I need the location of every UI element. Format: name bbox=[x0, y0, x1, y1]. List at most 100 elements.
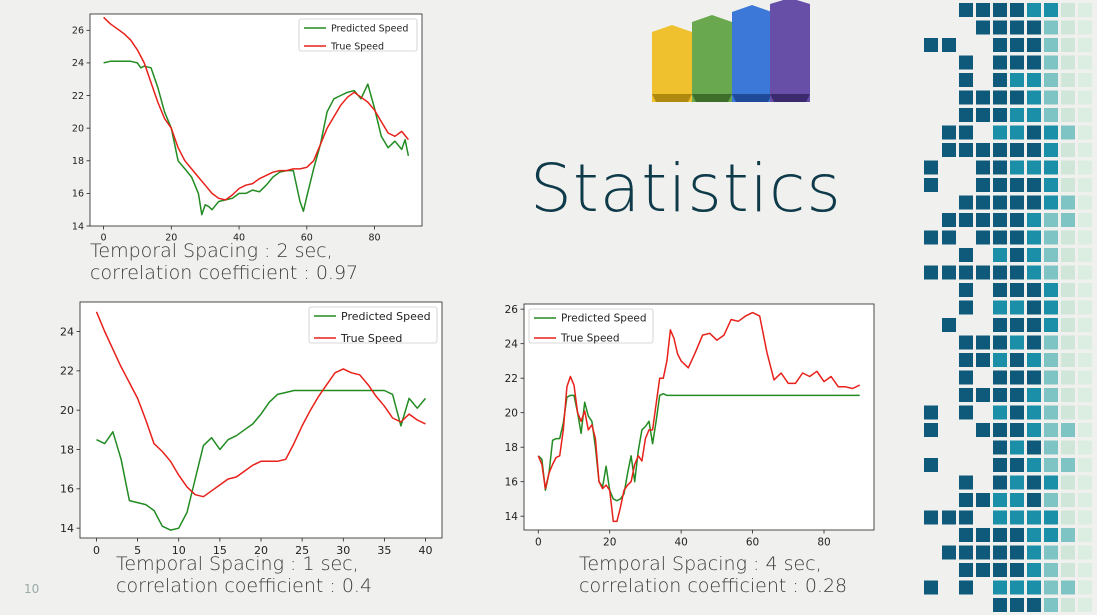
mosaic-tile bbox=[924, 423, 938, 437]
caption-4sec: Temporal Spacing : 4 sec, correlation co… bbox=[579, 553, 849, 597]
mosaic-tile bbox=[1061, 195, 1075, 210]
mosaic-tile bbox=[1044, 265, 1058, 280]
mosaic-tile bbox=[1044, 405, 1058, 420]
mosaic-tile bbox=[1061, 493, 1075, 507]
mosaic-tile bbox=[976, 178, 990, 192]
mosaic-tile bbox=[993, 510, 1007, 525]
mosaic-tile bbox=[1027, 265, 1041, 280]
y-tick-label: 18 bbox=[72, 156, 84, 167]
mosaic-tile bbox=[959, 108, 973, 122]
mosaic-tile bbox=[993, 475, 1007, 490]
legend: Predicted Speed True Speed bbox=[298, 18, 418, 52]
mosaic-tile bbox=[993, 230, 1007, 245]
mosaic-tile bbox=[1078, 405, 1092, 420]
mosaic-tile bbox=[942, 318, 956, 332]
mosaic-tile bbox=[1061, 388, 1075, 402]
mosaic-tile bbox=[1027, 493, 1041, 507]
mosaic-tile bbox=[1061, 458, 1075, 472]
mosaic-tile bbox=[1061, 300, 1075, 315]
y-tick-label: 22 bbox=[60, 365, 74, 378]
true-speed-line bbox=[537, 311, 861, 523]
bar-chart-logo-icon bbox=[652, 0, 810, 102]
mosaic-tile bbox=[1010, 160, 1024, 175]
mosaic-tile bbox=[1010, 405, 1024, 420]
mosaic-tile bbox=[1010, 388, 1024, 402]
mosaic-tile bbox=[942, 265, 956, 280]
x-tick-label: 10 bbox=[172, 544, 186, 557]
mosaic-tile bbox=[976, 3, 990, 17]
mosaic-tile bbox=[1027, 143, 1041, 157]
mosaic-tile bbox=[1078, 143, 1092, 157]
mosaic-tile bbox=[1010, 195, 1024, 210]
y-tick-label: 24 bbox=[60, 325, 74, 338]
mosaic-tile bbox=[959, 405, 973, 420]
mosaic-tile bbox=[1061, 143, 1075, 157]
mosaic-tile bbox=[1010, 493, 1024, 507]
mosaic-tile bbox=[1010, 353, 1024, 367]
mosaic-tile bbox=[1061, 90, 1075, 105]
mosaic-tile bbox=[1044, 55, 1058, 70]
mosaic-tile bbox=[1061, 335, 1075, 350]
mosaic-tile bbox=[993, 423, 1007, 437]
mosaic-tile bbox=[1078, 475, 1092, 490]
mosaic-tile bbox=[1061, 580, 1075, 595]
mosaic-tile bbox=[976, 493, 990, 507]
mosaic-tile bbox=[993, 125, 1007, 140]
mosaic-tile bbox=[1078, 230, 1092, 245]
mosaic-tile bbox=[993, 440, 1007, 455]
mosaic-tile bbox=[993, 143, 1007, 157]
mosaic-tile bbox=[1027, 20, 1041, 35]
chart-2sec: 0 20 40 60 80 14 16 18 20 22 24 26 Predicted Speed Tr… bbox=[60, 10, 430, 245]
mosaic-tile bbox=[976, 528, 990, 542]
caption-1sec-text: Temporal Spacing : 1 sec, correlation co… bbox=[116, 553, 373, 597]
mosaic-tile bbox=[959, 300, 973, 315]
mosaic-tile bbox=[976, 230, 990, 245]
mosaic-tile bbox=[1010, 528, 1024, 542]
x-tick-label: 80 bbox=[817, 537, 830, 549]
mosaic-tile bbox=[976, 388, 990, 402]
mosaic-tile bbox=[959, 580, 973, 595]
mosaic-tile bbox=[1010, 475, 1024, 490]
mosaic-tile bbox=[1027, 108, 1041, 122]
mosaic-tile bbox=[1027, 248, 1041, 262]
mosaic-tile bbox=[924, 405, 938, 420]
caption-1sec: Temporal Spacing : 1 sec, correlation co… bbox=[116, 553, 376, 597]
mosaic-tile bbox=[993, 248, 1007, 262]
mosaic-tile bbox=[1061, 108, 1075, 122]
mosaic-tile bbox=[1027, 475, 1041, 490]
predicted-speed-line bbox=[96, 389, 427, 531]
mosaic-tile bbox=[993, 300, 1007, 315]
mosaic-tile bbox=[1010, 458, 1024, 472]
mosaic-tile bbox=[976, 213, 990, 227]
mosaic-tile bbox=[1010, 335, 1024, 350]
mosaic-tile bbox=[959, 563, 973, 577]
mosaic-tile bbox=[959, 195, 973, 210]
mosaic-tile bbox=[1061, 38, 1075, 52]
y-tick-label: 16 bbox=[505, 476, 519, 488]
mosaic-tile bbox=[1078, 3, 1092, 17]
mosaic-tile bbox=[1061, 528, 1075, 542]
mosaic-tile bbox=[976, 90, 990, 105]
mosaic-tile bbox=[1044, 73, 1058, 87]
mosaic-tile bbox=[1044, 563, 1058, 577]
mosaic-tile bbox=[942, 230, 956, 245]
y-tick-label: 16 bbox=[72, 189, 84, 200]
mosaic-tile bbox=[1010, 55, 1024, 70]
mosaic-tile bbox=[993, 20, 1007, 35]
mosaic-tile bbox=[976, 20, 990, 35]
mosaic-tile bbox=[1027, 160, 1041, 175]
mosaic-tile bbox=[1027, 353, 1041, 367]
mosaic-tile bbox=[1027, 318, 1041, 332]
mosaic-tile bbox=[1078, 265, 1092, 280]
mosaic-tile bbox=[1027, 528, 1041, 542]
mosaic-tile bbox=[1044, 598, 1058, 612]
legend-label: Predicted Speed bbox=[331, 23, 408, 34]
mosaic-tile bbox=[924, 178, 938, 192]
mosaic-tile bbox=[1010, 20, 1024, 35]
mosaic-tile bbox=[1078, 125, 1092, 140]
legend-label: Predicted Speed bbox=[561, 313, 647, 325]
mosaic-tile bbox=[1027, 55, 1041, 70]
y-tick-label: 22 bbox=[72, 91, 84, 102]
mosaic-tile bbox=[1061, 563, 1075, 577]
mosaic-tile bbox=[1044, 230, 1058, 245]
